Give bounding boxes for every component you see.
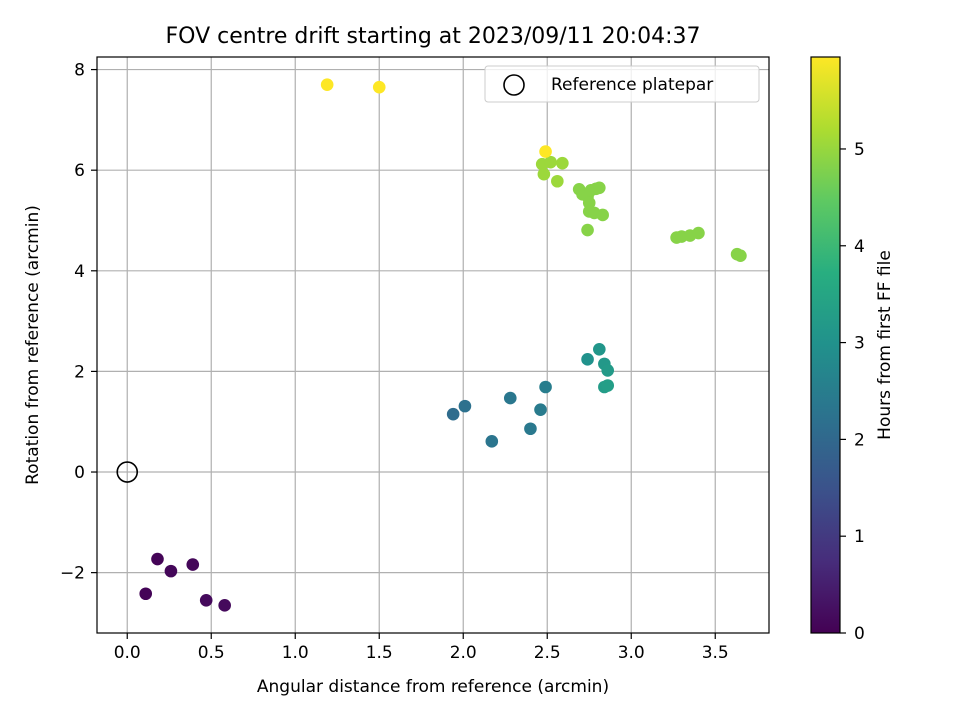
x-axis-ticks: 0.0 0.5 1.0 1.5 2.0 2.5 3.0 3.5 <box>114 633 729 663</box>
legend-marker-open-circle-icon <box>503 74 525 96</box>
data-point <box>218 599 231 612</box>
y-tick-label: 8 <box>74 61 85 81</box>
data-point <box>551 174 564 188</box>
x-tick-label: 2.5 <box>534 643 561 663</box>
y-tick-label: 2 <box>74 362 85 382</box>
plot-frame <box>96 56 770 634</box>
x-tick-label: 1.5 <box>366 643 393 663</box>
x-tick-label: 1.0 <box>282 643 309 663</box>
y-tick-label: 0 <box>74 463 85 483</box>
data-point <box>186 558 200 571</box>
x-tick-label: 2.0 <box>450 643 477 663</box>
data-point <box>537 167 551 181</box>
data-point <box>320 78 334 91</box>
colorbar-tick-label: 2 <box>854 430 865 450</box>
data-point <box>692 226 705 240</box>
data-points <box>139 78 747 612</box>
data-point <box>446 407 460 421</box>
data-point <box>593 342 606 356</box>
x-tick-label: 3.0 <box>618 643 645 663</box>
x-tick-label: 3.5 <box>702 643 729 663</box>
y-tick-label: −2 <box>60 564 85 584</box>
colorbar <box>810 56 841 634</box>
data-point <box>581 353 594 366</box>
y-tick-label: 4 <box>74 262 85 282</box>
data-point <box>372 80 386 94</box>
legend-box <box>484 65 760 103</box>
colorbar-tick-label: 3 <box>854 334 865 354</box>
x-tick-label: 0.0 <box>114 643 141 663</box>
x-gridlines <box>126 57 716 633</box>
y-axis-label: Rotation from reference (arcmin) <box>23 205 43 485</box>
colorbar-label: Hours from first FF file <box>875 250 895 440</box>
data-point <box>485 435 499 448</box>
chart-title: FOV centre drift starting at 2023/09/11 … <box>166 24 701 49</box>
data-point <box>139 587 153 601</box>
data-point <box>596 208 609 222</box>
x-tick-label: 0.5 <box>198 643 225 663</box>
y-gridlines <box>97 68 769 574</box>
data-point <box>151 552 164 566</box>
colorbar-tick-label: 5 <box>854 140 865 160</box>
colorbar-tick-label: 0 <box>854 624 865 644</box>
y-axis-ticks: −2 0 2 4 6 8 <box>60 61 97 584</box>
data-point <box>734 249 747 263</box>
data-point <box>556 156 569 170</box>
legend: Reference platepar <box>484 65 760 103</box>
data-point <box>581 223 594 237</box>
data-point <box>503 391 517 405</box>
data-point <box>593 181 606 195</box>
colorbar-tick-label: 1 <box>854 527 865 547</box>
data-point <box>458 399 472 413</box>
colorbar-ticks: 0 1 2 3 4 5 <box>840 140 865 644</box>
data-point <box>534 403 547 416</box>
data-point <box>164 564 178 578</box>
data-point <box>601 379 615 392</box>
data-point <box>544 155 557 169</box>
data-point <box>199 594 213 607</box>
data-point <box>539 380 552 394</box>
data-point <box>539 145 552 158</box>
x-axis-label: Angular distance from reference (arcmin) <box>257 677 609 697</box>
data-point <box>524 422 537 436</box>
legend-label: Reference platepar <box>551 75 713 95</box>
y-tick-label: 6 <box>74 161 85 181</box>
data-point <box>601 364 615 377</box>
colorbar-tick-label: 4 <box>854 237 865 257</box>
reference-platepar-marker <box>116 461 139 483</box>
